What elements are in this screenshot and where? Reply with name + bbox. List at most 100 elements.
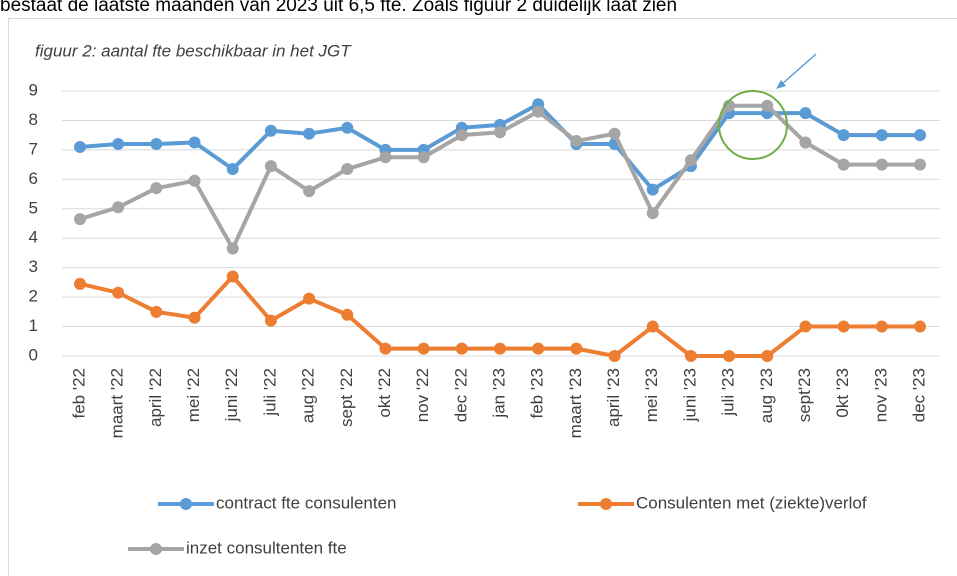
data-point — [684, 154, 697, 167]
data-point — [532, 342, 545, 355]
y-tick-label: 2 — [29, 287, 38, 306]
data-point — [150, 182, 163, 195]
data-point — [303, 292, 316, 305]
x-tick-label: sept'23 — [795, 368, 814, 422]
data-point — [226, 242, 239, 255]
data-point — [837, 158, 850, 171]
data-point — [875, 320, 888, 333]
data-point — [341, 308, 354, 321]
data-point — [417, 342, 430, 355]
series-line — [79, 102, 920, 192]
data-point — [188, 311, 201, 324]
data-point — [74, 140, 86, 153]
data-point — [723, 350, 736, 362]
data-point — [799, 107, 812, 120]
data-point — [341, 163, 354, 176]
data-point — [837, 320, 850, 333]
header-text: bestaat de laatste maanden van 2023 uit … — [0, 0, 677, 16]
x-tick-label: sept '22 — [337, 368, 356, 427]
data-point — [226, 163, 239, 176]
legend-marker — [600, 498, 612, 510]
x-tick-label: juli '23 — [719, 368, 738, 417]
data-point — [303, 185, 316, 198]
data-point — [379, 342, 392, 355]
data-point — [226, 270, 239, 283]
arrow — [781, 53, 817, 85]
data-point — [799, 320, 812, 333]
x-tick-label: nov '23 — [871, 368, 890, 422]
y-tick-label: 3 — [29, 257, 38, 276]
legend-label: contract fte consulenten — [216, 493, 397, 512]
y-tick-label: 5 — [29, 198, 38, 217]
x-tick-label: juni '22 — [222, 368, 241, 422]
data-point — [188, 136, 201, 149]
x-tick-label: mei '22 — [184, 368, 203, 422]
x-tick-label: nov '22 — [413, 368, 432, 422]
x-tick-label: dec '23 — [909, 368, 928, 422]
x-tick-label: 0kt '23 — [833, 368, 852, 418]
legend-label: inzet consultenten fte — [186, 538, 347, 557]
data-point — [341, 121, 354, 134]
data-point — [646, 320, 659, 333]
x-tick-label: april '23 — [604, 368, 623, 427]
grid — [62, 90, 940, 357]
data-point — [303, 127, 316, 140]
x-tick-label: okt '22 — [375, 368, 394, 418]
data-point — [264, 124, 277, 137]
y-tick-label: 4 — [29, 228, 38, 247]
x-tick-label: aug '23 — [757, 368, 776, 423]
data-point — [914, 129, 926, 142]
data-point — [264, 314, 277, 327]
data-point — [417, 151, 430, 164]
x-tick-label: feb '23 — [528, 368, 547, 419]
x-tick-label: april '22 — [146, 368, 165, 427]
y-tick-label: 9 — [29, 80, 38, 99]
data-point — [646, 183, 659, 196]
data-point — [74, 277, 86, 290]
data-point — [455, 129, 468, 142]
data-point — [188, 174, 201, 187]
data-point — [570, 135, 583, 148]
data-point — [494, 342, 506, 355]
data-point — [875, 129, 888, 142]
data-point — [761, 350, 774, 362]
data-point — [914, 320, 926, 333]
data-point — [455, 342, 468, 355]
data-point — [875, 158, 888, 171]
data-point — [112, 286, 125, 299]
y-tick-label: 6 — [29, 169, 38, 188]
plot — [74, 98, 926, 362]
data-point — [646, 207, 659, 220]
data-point — [112, 201, 125, 214]
data-point — [150, 305, 163, 318]
chart-title: figuur 2: aantal fte beschikbaar in het … — [35, 41, 352, 60]
legend-marker — [180, 498, 192, 510]
data-point — [532, 105, 545, 118]
legend-marker — [150, 543, 162, 555]
data-point — [761, 99, 774, 112]
x-tick-label: feb '22 — [69, 368, 88, 419]
x-tick-label: aug '22 — [299, 368, 318, 423]
data-point — [608, 127, 621, 140]
data-point — [264, 160, 277, 173]
data-point — [799, 136, 812, 149]
data-point — [112, 138, 125, 150]
x-tick-label: maart '22 — [108, 368, 127, 438]
y-tick-label: 7 — [29, 139, 38, 158]
y-tick-label: 8 — [29, 110, 38, 129]
data-point — [150, 138, 163, 150]
highlight-circle — [718, 90, 788, 160]
x-tick-label: juli '22 — [260, 368, 279, 417]
data-point — [74, 213, 86, 226]
arrow-head — [776, 80, 786, 89]
data-point — [837, 129, 850, 142]
data-point — [570, 342, 583, 355]
x-tick-label: mei '23 — [642, 368, 661, 422]
legend-label: Consulenten met (ziekte)verlof — [636, 493, 867, 512]
data-point — [608, 350, 621, 362]
data-point — [684, 350, 697, 362]
x-tick-label: jan '23 — [489, 368, 508, 419]
chart-border — [8, 18, 957, 576]
data-point — [494, 126, 506, 139]
